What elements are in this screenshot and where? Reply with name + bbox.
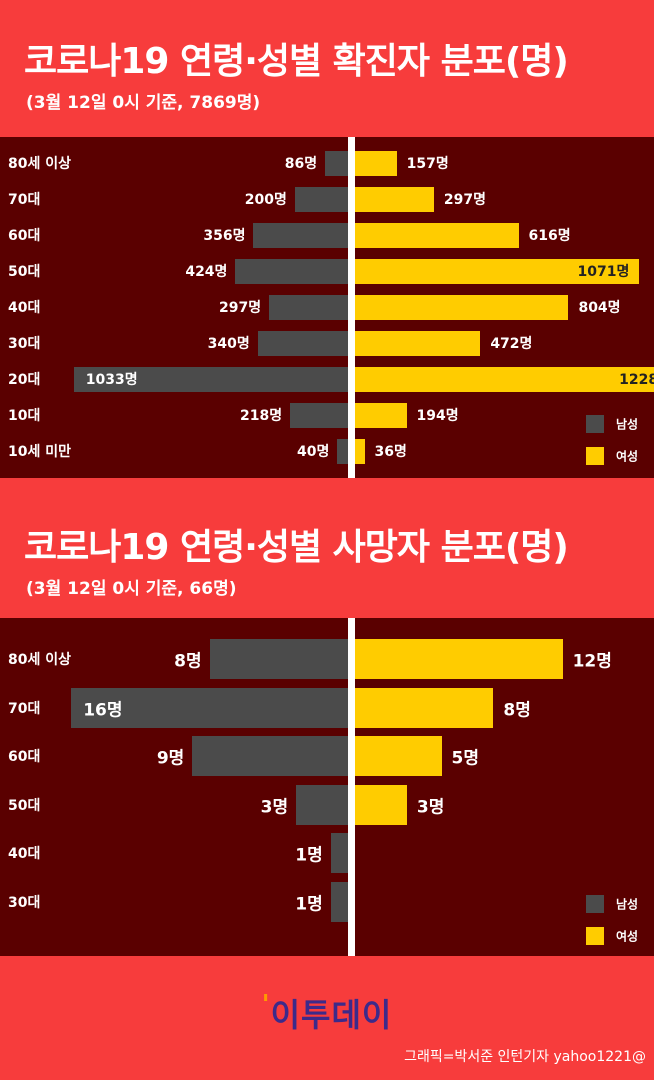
value-label-female: 804명 <box>578 300 621 316</box>
age-label: 30대 <box>8 894 41 911</box>
credit: 그래픽=박서준 인턴기자 yahoo1221@ <box>404 1049 646 1065</box>
value-label-female: 472명 <box>490 336 533 352</box>
bar-male <box>73 366 348 392</box>
legend-swatch <box>586 927 604 945</box>
legend-swatch <box>586 447 604 465</box>
value-label-male: 297명 <box>219 300 262 316</box>
bar-female <box>355 258 640 284</box>
chart2-panel: 80세 이상 8명 12명 70대 16명 8명 60대 9명 5명 50대 3명 3명 40대 1명 30… <box>0 618 654 956</box>
bar-male <box>294 186 348 212</box>
bar-male <box>337 438 348 464</box>
chart2-subtitle: (3월 12일 0시 기준, 66명) <box>26 579 237 599</box>
value-label-male: 218명 <box>240 408 283 424</box>
value-label-female: 36명 <box>374 444 407 460</box>
value-label-male: 1명 <box>295 845 323 866</box>
value-label-female: 8명 <box>503 700 531 720</box>
age-label: 70대 <box>8 192 41 208</box>
legend-label: 남성 <box>616 897 639 912</box>
value-label-male: 1033명 <box>85 372 138 388</box>
age-label: 70대 <box>8 700 41 717</box>
bar-male <box>269 294 348 320</box>
value-label-female: 1228명 <box>619 372 654 388</box>
age-label: 80세 이상 <box>8 156 71 172</box>
value-label-male: 200명 <box>244 192 287 208</box>
age-label: 40대 <box>8 846 41 862</box>
chart1-title: 코로나19 연령·성별 확진자 분포(명) <box>24 41 569 82</box>
bar-female <box>355 366 654 392</box>
value-label-female: 194명 <box>416 408 459 424</box>
bar-male <box>325 150 348 176</box>
legend-label: 여성 <box>616 929 639 944</box>
bar-male <box>209 639 348 679</box>
bar-female <box>355 294 569 320</box>
bar-male <box>235 258 348 284</box>
age-label: 60대 <box>8 749 41 765</box>
bar-female <box>355 330 481 356</box>
age-label: 10대 <box>8 408 41 424</box>
chart2-title: 코로나19 연령·성별 사망자 분포(명) <box>24 527 569 568</box>
bar-female <box>355 222 519 248</box>
logo: '이투데이 <box>0 990 654 1036</box>
bar-male <box>330 833 348 873</box>
age-label: 30대 <box>8 336 41 352</box>
legend-swatch <box>586 895 604 913</box>
chart1-subtitle: (3월 12일 0시 기준, 7869명) <box>26 93 261 113</box>
bar-female <box>355 186 434 212</box>
value-label-female: 297명 <box>443 192 486 208</box>
value-label-male: 424명 <box>185 264 228 280</box>
age-label: 80세 이상 <box>8 652 71 668</box>
age-label: 60대 <box>8 228 41 244</box>
value-label-female: 616명 <box>528 228 571 244</box>
value-label-female: 1071명 <box>577 264 630 280</box>
value-label-male: 340명 <box>207 336 250 352</box>
age-label: 20대 <box>8 372 41 388</box>
age-label: 40대 <box>8 300 41 316</box>
legend-label: 남성 <box>616 417 639 432</box>
bar-male <box>296 784 348 825</box>
bar-female <box>355 438 365 464</box>
bar-male <box>257 330 348 356</box>
bar-male <box>71 687 348 728</box>
bar-female <box>355 784 407 825</box>
chart2-axis-line <box>348 618 355 956</box>
value-label-female: 157명 <box>406 156 449 172</box>
value-label-male: 40명 <box>297 444 330 460</box>
bar-male <box>330 881 348 922</box>
value-label-male: 8명 <box>174 651 202 672</box>
value-label-male: 9명 <box>156 748 185 769</box>
bar-female <box>355 639 563 679</box>
age-label: 50대 <box>8 797 41 814</box>
bar-female <box>355 150 397 176</box>
legend-label: 여성 <box>616 449 639 464</box>
value-label-male: 1명 <box>295 894 323 914</box>
chart1-panel: 80세 이상 86명 157명 70대 200명 297명 60대 356명 616명 50대 42… <box>0 137 654 478</box>
value-label-female: 12명 <box>572 651 612 672</box>
legend-swatch <box>586 415 604 433</box>
chart1-axis-line <box>348 137 355 478</box>
bar-male <box>192 736 348 776</box>
bar-male <box>290 402 348 428</box>
age-label: 10세 미만 <box>8 444 71 460</box>
value-label-male: 86명 <box>284 156 318 172</box>
value-label-male: 3명 <box>260 797 289 817</box>
bar-female <box>355 687 494 728</box>
value-label-female: 3명 <box>416 797 445 817</box>
bar-female <box>355 402 407 428</box>
logo-text: 이투데이 <box>270 996 393 1034</box>
age-label: 50대 <box>8 264 41 280</box>
value-label-male: 16명 <box>83 700 123 720</box>
bar-male <box>253 222 348 248</box>
logo-mark: ' <box>261 990 271 1020</box>
value-label-female: 5명 <box>451 748 479 769</box>
bar-female <box>355 736 442 776</box>
value-label-male: 356명 <box>203 228 246 244</box>
